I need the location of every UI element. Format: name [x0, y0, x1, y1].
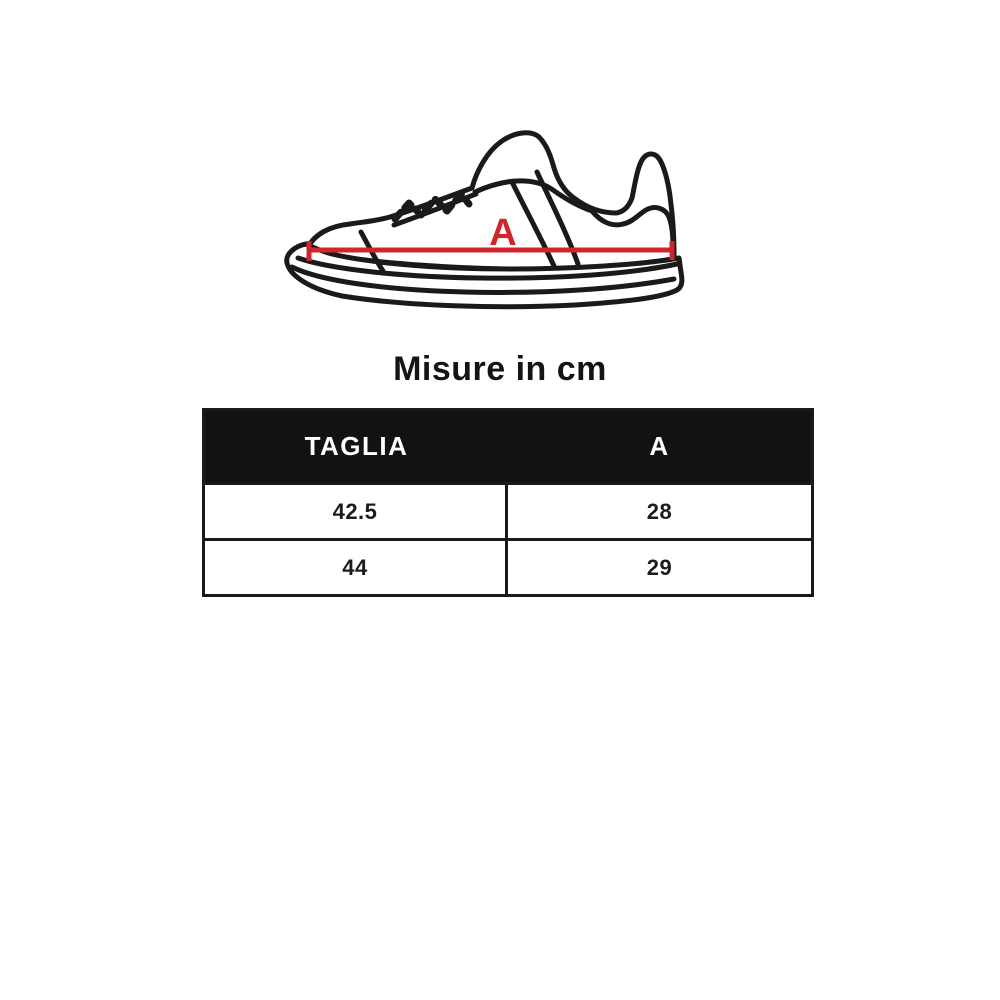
cell-size: 44: [205, 541, 508, 594]
measure-label-a: A: [489, 212, 516, 254]
size-table-header: TAGLIA A: [205, 411, 811, 482]
laces: [391, 190, 473, 223]
sole-seam-line: [295, 255, 680, 281]
size-table: TAGLIA A 42.5 28 44 29: [202, 408, 814, 597]
quarter-seam-outer: [534, 169, 581, 267]
column-header-taglia: TAGLIA: [304, 431, 409, 461]
cell-measure: 29: [646, 554, 673, 580]
table-row: 42.5 28: [205, 482, 811, 538]
quarter-seam-inner: [509, 179, 557, 269]
heel-overlay-curve: [589, 205, 676, 249]
vamp-seam: [358, 229, 386, 274]
collar-curve: [472, 178, 595, 214]
midsole-line: [289, 264, 677, 295]
lace-stay-edge: [391, 191, 479, 228]
cell-measure: 28: [646, 498, 673, 524]
sneaker-diagram: A: [284, 130, 685, 310]
column-header-a: A: [649, 431, 670, 461]
table-row: 44 29: [205, 538, 811, 594]
cell-size: 42.5: [205, 485, 508, 538]
page-title: Misure in cm: [393, 350, 607, 388]
